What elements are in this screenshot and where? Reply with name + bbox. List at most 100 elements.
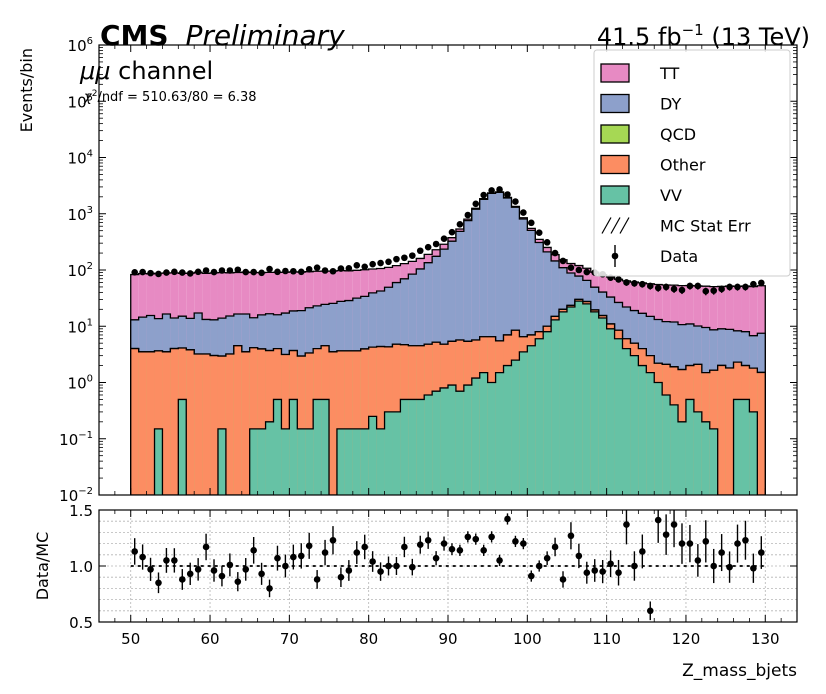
data-point-18 — [274, 268, 281, 276]
data-point-72 — [702, 287, 710, 295]
data-point-12 — [226, 267, 234, 274]
bar-vv-23 — [313, 399, 322, 495]
legend-entry-qcd: QCD — [600, 124, 696, 144]
ratio-frame — [98, 509, 798, 623]
data-point-53 — [551, 249, 559, 257]
x-tick-label: 60 — [200, 630, 219, 648]
data-point-15 — [250, 268, 257, 276]
ratio-point-12 — [226, 561, 234, 569]
data-point-27 — [345, 265, 353, 272]
bar-vv-37 — [424, 394, 433, 495]
legend-marker — [611, 252, 619, 260]
top-y-tick-label: 106 — [68, 36, 93, 55]
x-tick-label: 130 — [751, 630, 780, 648]
data-point-75 — [726, 283, 733, 291]
stack-area — [130, 186, 766, 495]
data-point-22 — [305, 265, 313, 273]
legend-hatch-line — [601, 217, 612, 234]
ratio-point-78 — [750, 564, 757, 572]
data-point-31 — [377, 259, 384, 267]
ratio-point-35 — [409, 563, 416, 571]
y-axis-label: Events/bin — [17, 48, 36, 132]
bar-other-75 — [725, 368, 734, 495]
ratio-point-23 — [313, 576, 321, 583]
top-y-tick-label: 102 — [68, 261, 93, 280]
bar-vv-58 — [590, 311, 599, 495]
bar-vv-45 — [487, 382, 496, 495]
data-point-21 — [297, 268, 305, 276]
lumi-energy: (13 TeV) — [704, 23, 810, 51]
bar-vv-51 — [535, 338, 544, 495]
data-point-49 — [520, 209, 527, 216]
legend-swatch — [600, 93, 630, 114]
bar-vv-34 — [400, 399, 409, 495]
data-point-41 — [456, 220, 464, 228]
data-point-36 — [416, 247, 424, 255]
data-point-10 — [210, 268, 218, 276]
data-point-68 — [670, 285, 678, 293]
ratio-point-42 — [464, 533, 472, 541]
bar-vv-57 — [582, 303, 591, 495]
x-tick-label: 100 — [513, 630, 542, 648]
data-point-56 — [575, 266, 583, 274]
ratio-point-67 — [662, 531, 670, 538]
ratio-y-tick-label: 0.5 — [69, 614, 93, 632]
ratio-point-36 — [416, 541, 424, 549]
data-point-55 — [567, 264, 575, 271]
data-point-50 — [527, 219, 535, 227]
x-tick-label: 110 — [592, 630, 621, 648]
data-point-0 — [131, 269, 138, 276]
ratio-point-16 — [258, 570, 265, 578]
bar-vv-68 — [670, 404, 679, 495]
ratio-point-27 — [345, 567, 353, 574]
ratio-point-21 — [297, 552, 305, 560]
bar-vv-44 — [479, 372, 488, 495]
ratio-point-55 — [567, 532, 575, 540]
bar-other-0 — [130, 348, 139, 495]
stack-outline-tt — [130, 191, 766, 495]
tick-exponent: 6 — [87, 36, 93, 47]
bar-other-21 — [297, 356, 306, 495]
data-point-23 — [313, 264, 321, 271]
bar-vv-54 — [559, 311, 567, 495]
bar-other-29 — [360, 348, 369, 495]
bar-vv-49 — [519, 351, 528, 495]
data-point-78 — [750, 280, 757, 288]
data-point-11 — [218, 267, 226, 274]
ratio-point-68 — [670, 521, 678, 528]
data-point-66 — [654, 284, 662, 292]
ratio-point-29 — [361, 543, 369, 551]
data-point-64 — [639, 280, 646, 288]
ratio-point-43 — [472, 535, 480, 543]
bar-other-14 — [241, 351, 250, 495]
bar-vv-71 — [693, 411, 702, 495]
bar-vv-76 — [733, 399, 742, 495]
bar-vv-56 — [574, 301, 583, 495]
ratio-point-1 — [139, 553, 146, 561]
stack-layer-vv — [130, 300, 766, 495]
tick-base: 10 — [68, 150, 87, 168]
ratio-area: 0.5 1.0 1.5 50 60 70 80 90 100 110 120 130 — [69, 502, 798, 648]
ratio-point-40 — [448, 545, 456, 553]
data-point-51 — [535, 229, 543, 237]
bar-other-26 — [336, 350, 345, 495]
legend-entry-other: Other — [600, 154, 706, 175]
bar-vv-24 — [321, 399, 330, 495]
cms-header: CMS Preliminary — [100, 19, 345, 52]
data-point-26 — [337, 265, 345, 272]
bar-vv-32 — [384, 411, 393, 495]
stack-outline-dy — [130, 191, 766, 495]
data-point-62 — [623, 279, 630, 286]
legend-label: TT — [659, 64, 679, 83]
ratio-point-46 — [496, 557, 503, 564]
ratio-y-tick-label: 1.5 — [69, 502, 93, 520]
ratio-point-63 — [631, 562, 638, 570]
bar-other-9 — [202, 354, 211, 495]
legend-label: Other — [660, 156, 706, 175]
data-point-63 — [631, 280, 638, 287]
bar-vv-3 — [154, 428, 163, 495]
tick-exponent: 3 — [87, 205, 93, 216]
bar-vv-41 — [455, 391, 464, 495]
ratio-point-18 — [274, 554, 281, 562]
channel-text: channel — [111, 57, 214, 85]
